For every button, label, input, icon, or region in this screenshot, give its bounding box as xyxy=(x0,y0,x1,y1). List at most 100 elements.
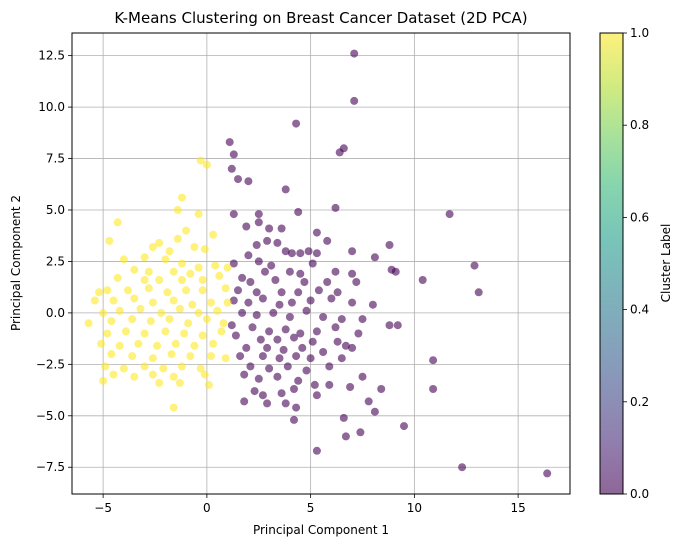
data-point-cluster-0 xyxy=(302,366,311,375)
data-point-cluster-1 xyxy=(194,210,203,219)
data-point-cluster-0 xyxy=(246,362,255,371)
data-point-cluster-0 xyxy=(331,203,340,212)
data-point-cluster-0 xyxy=(319,348,328,356)
data-point-cluster-1 xyxy=(165,315,174,324)
data-point-cluster-0 xyxy=(356,428,365,437)
data-point-cluster-0 xyxy=(229,259,238,268)
data-point-cluster-0 xyxy=(252,241,261,249)
data-point-cluster-0 xyxy=(294,376,303,385)
data-point-cluster-1 xyxy=(194,263,203,272)
data-point-cluster-0 xyxy=(312,228,321,237)
y-tick-label: 2.5 xyxy=(46,254,65,268)
data-point-cluster-1 xyxy=(122,327,130,336)
data-point-cluster-0 xyxy=(256,335,265,344)
data-point-cluster-1 xyxy=(90,296,99,305)
data-point-cluster-0 xyxy=(279,345,288,354)
colorbar-frame xyxy=(599,32,624,495)
data-point-cluster-0 xyxy=(244,251,253,260)
data-point-cluster-1 xyxy=(175,378,184,387)
data-point-cluster-1 xyxy=(107,317,116,326)
data-point-cluster-0 xyxy=(323,278,332,286)
data-point-cluster-0 xyxy=(323,236,332,245)
data-point-cluster-0 xyxy=(292,352,301,361)
data-point-cluster-0 xyxy=(543,469,552,478)
y-tick-label: 10.0 xyxy=(38,100,65,114)
colorbar-tick-label: 0.4 xyxy=(630,303,649,317)
data-point-cluster-1 xyxy=(159,364,168,373)
data-point-cluster-1 xyxy=(113,218,122,227)
data-point-cluster-0 xyxy=(348,298,357,307)
colorbar-tick-label: 0.6 xyxy=(630,210,649,224)
data-point-cluster-1 xyxy=(198,331,207,340)
data-point-cluster-0 xyxy=(354,329,363,338)
y-tick-label: −2.5 xyxy=(36,357,65,371)
data-point-cluster-0 xyxy=(377,385,386,393)
data-point-cluster-0 xyxy=(248,323,257,332)
data-point-cluster-0 xyxy=(244,298,253,307)
data-point-cluster-1 xyxy=(99,376,108,385)
data-point-cluster-0 xyxy=(393,321,402,330)
data-point-cluster-1 xyxy=(182,226,191,235)
data-point-cluster-1 xyxy=(163,288,172,297)
data-point-cluster-0 xyxy=(261,267,269,276)
data-point-cluster-1 xyxy=(103,329,112,338)
data-point-cluster-0 xyxy=(275,354,284,363)
x-tick-label: −5 xyxy=(94,501,112,515)
data-point-cluster-0 xyxy=(292,403,301,412)
data-point-cluster-0 xyxy=(265,364,274,373)
y-tick-label: −5.0 xyxy=(36,409,65,423)
x-axis-label: Principal Component 1 xyxy=(253,523,389,537)
data-point-cluster-0 xyxy=(238,273,247,282)
colorbar-tick-label: 1.0 xyxy=(630,26,649,40)
data-point-cluster-0 xyxy=(335,148,344,157)
data-point-cluster-0 xyxy=(290,415,298,424)
data-point-cluster-0 xyxy=(240,370,249,379)
data-point-cluster-1 xyxy=(140,276,149,284)
data-point-cluster-1 xyxy=(188,300,197,309)
data-point-cluster-1 xyxy=(155,276,164,284)
data-point-cluster-1 xyxy=(103,286,112,295)
data-point-cluster-0 xyxy=(242,222,251,231)
data-point-cluster-0 xyxy=(277,224,286,233)
data-point-cluster-1 xyxy=(178,193,186,202)
data-point-cluster-1 xyxy=(178,362,186,371)
data-point-cluster-0 xyxy=(385,321,394,330)
data-point-cluster-0 xyxy=(271,276,280,284)
grid-lines xyxy=(72,33,570,494)
data-point-cluster-1 xyxy=(209,230,218,239)
data-point-cluster-0 xyxy=(285,267,294,276)
data-point-cluster-1 xyxy=(190,243,199,251)
colorbar-label: Cluster Label xyxy=(659,224,673,303)
data-point-cluster-1 xyxy=(146,317,155,326)
data-point-cluster-0 xyxy=(314,286,323,295)
data-point-cluster-0 xyxy=(292,119,301,128)
data-point-cluster-0 xyxy=(254,210,263,219)
data-point-cluster-0 xyxy=(339,413,348,422)
data-point-cluster-0 xyxy=(263,236,272,245)
data-point-cluster-1 xyxy=(190,341,199,350)
data-point-cluster-0 xyxy=(308,259,317,268)
data-point-cluster-0 xyxy=(337,354,346,363)
data-point-cluster-0 xyxy=(287,249,296,258)
data-point-cluster-1 xyxy=(97,339,106,348)
data-point-cluster-1 xyxy=(184,319,193,328)
data-point-cluster-0 xyxy=(364,397,373,406)
data-point-cluster-0 xyxy=(275,300,284,309)
data-point-cluster-0 xyxy=(281,185,290,194)
data-point-cluster-0 xyxy=(319,313,328,321)
data-point-cluster-1 xyxy=(134,339,143,348)
data-point-cluster-1 xyxy=(113,273,122,282)
data-point-cluster-1 xyxy=(196,364,205,373)
y-axis-ticks: −7.5 −5.0 −2.5 0.0 2.5 5.0 7.5 10.0 12.5 xyxy=(36,49,72,474)
data-point-cluster-0 xyxy=(341,432,350,441)
data-point-cluster-1 xyxy=(157,308,166,317)
data-point-cluster-1 xyxy=(186,269,195,278)
data-point-cluster-0 xyxy=(385,241,394,249)
data-point-cluster-0 xyxy=(400,422,408,431)
y-tick-label: 5.0 xyxy=(46,203,65,217)
colorbar xyxy=(600,33,623,494)
data-point-cluster-0 xyxy=(246,278,255,286)
data-point-cluster-0 xyxy=(333,288,342,297)
data-point-cluster-0 xyxy=(250,387,259,396)
